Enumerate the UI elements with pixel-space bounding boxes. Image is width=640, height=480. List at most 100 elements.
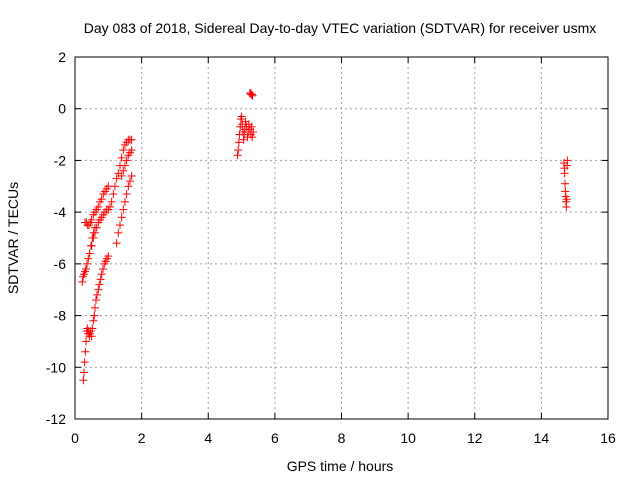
data-point: [87, 332, 96, 341]
data-point: [90, 311, 99, 320]
x-tick-label: 4: [204, 430, 212, 446]
x-tick-label: 8: [338, 430, 346, 446]
series-group: [245, 89, 257, 100]
axis-ticks: [74, 56, 609, 420]
data-point: [117, 171, 126, 180]
x-axis-title: GPS time / hours: [287, 458, 394, 474]
data-point: [122, 190, 131, 199]
y-tick-label: 0: [58, 101, 66, 117]
data-point: [127, 146, 136, 155]
data-point: [105, 202, 114, 211]
data-point: [127, 171, 136, 180]
x-tick-label: 14: [534, 430, 550, 446]
data-point: [112, 174, 121, 183]
plot-frame: [74, 56, 609, 420]
data-point: [114, 228, 123, 237]
data-point: [81, 347, 90, 356]
x-tick-label: 2: [138, 430, 146, 446]
y-tick-labels: -12 -10 -8 -6 -4 -2 0 2: [46, 49, 66, 427]
data-point: [79, 376, 88, 385]
x-tick-label: 0: [71, 430, 79, 446]
x-tick-label: 6: [271, 430, 279, 446]
data-point: [90, 228, 99, 237]
data-point: [92, 223, 101, 232]
x-tick-labels: 0 2 4 6 8 10 12 14 16: [71, 430, 616, 446]
series-group: [87, 202, 114, 250]
y-tick-label: 2: [58, 49, 66, 65]
data-point: [81, 265, 90, 274]
data-point: [78, 277, 87, 286]
data-point: [122, 156, 131, 165]
data-point: [119, 146, 128, 155]
series-group: [117, 146, 136, 180]
data-point: [89, 316, 98, 325]
data-point: [82, 259, 91, 268]
chart-title: Day 083 of 2018, Sidereal Day-to-day VTE…: [84, 20, 597, 36]
data-point: [97, 195, 106, 204]
x-tick-label: 10: [400, 430, 416, 446]
data-point: [85, 249, 94, 258]
data-point: [89, 234, 98, 242]
data-point: [80, 358, 89, 367]
x-tick-label: 12: [467, 430, 483, 446]
x-tick-label: 16: [600, 430, 616, 446]
data-point: [234, 138, 243, 147]
data-points: [78, 89, 572, 385]
data-point: [112, 239, 121, 248]
data-point: [119, 205, 128, 214]
data-point: [237, 112, 246, 121]
data-point: [88, 324, 97, 333]
data-point: [247, 122, 256, 131]
grid-lines: [75, 57, 608, 419]
y-tick-label: -6: [54, 256, 67, 272]
series-group: [233, 112, 258, 160]
data-point: [110, 182, 119, 191]
data-point: [87, 241, 96, 250]
data-point: [120, 197, 129, 206]
data-point: [117, 153, 126, 162]
y-tick-label: -12: [46, 411, 66, 427]
data-point: [119, 166, 128, 175]
data-point: [94, 202, 103, 211]
series-group: [87, 252, 113, 341]
data-point: [109, 190, 118, 199]
data-point: [95, 280, 104, 289]
y-tick-label: -2: [54, 152, 67, 168]
series-group: [107, 135, 136, 206]
data-point: [125, 177, 134, 186]
data-point: [562, 202, 571, 211]
data-point: [248, 91, 257, 100]
data-point: [247, 90, 256, 99]
data-point: [563, 156, 572, 165]
data-point: [79, 368, 88, 377]
data-point: [233, 151, 242, 160]
data-point: [234, 146, 243, 155]
data-point: [120, 161, 129, 170]
series-group: [80, 182, 113, 230]
data-point: [248, 133, 257, 142]
y-axis-title: SDTVAR / TECUs: [5, 182, 21, 294]
data-point: [127, 135, 136, 144]
data-point: [98, 265, 107, 274]
data-point: [97, 270, 106, 279]
data-point: [117, 213, 126, 222]
series-group: [112, 171, 136, 248]
y-tick-label: -4: [54, 204, 67, 220]
y-tick-label: -8: [54, 308, 67, 324]
data-point: [115, 221, 124, 230]
data-point: [87, 215, 96, 224]
data-point: [91, 296, 100, 305]
series-group: [560, 156, 572, 211]
data-point: [561, 179, 570, 188]
y-tick-label: -10: [46, 359, 66, 375]
data-point: [249, 127, 258, 136]
data-point: [124, 182, 133, 191]
data-point: [84, 254, 93, 263]
data-point: [94, 285, 103, 294]
series-group: [79, 324, 95, 385]
data-point: [90, 303, 99, 312]
data-point: [81, 337, 90, 346]
data-point: [562, 195, 571, 204]
